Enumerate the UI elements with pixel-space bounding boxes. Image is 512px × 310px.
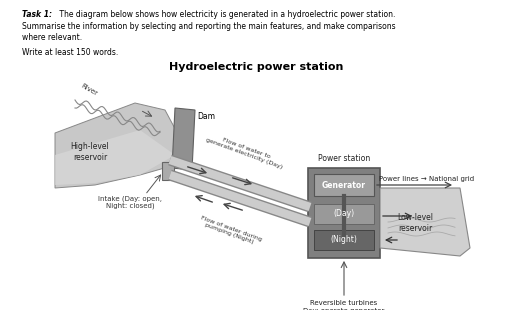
Text: (Night): (Night) (331, 236, 357, 245)
Ellipse shape (323, 233, 341, 247)
Text: High-level
reservoir: High-level reservoir (71, 142, 110, 162)
Text: Task 1:: Task 1: (22, 10, 52, 19)
Text: where relevant.: where relevant. (22, 33, 82, 42)
Polygon shape (55, 103, 180, 188)
Ellipse shape (347, 233, 365, 247)
Text: (Day): (Day) (333, 210, 355, 219)
Text: Power station: Power station (318, 154, 370, 163)
FancyBboxPatch shape (314, 174, 374, 196)
Text: Low-level
reservoir: Low-level reservoir (397, 213, 433, 233)
Text: Summarise the information by selecting and reporting the main features, and make: Summarise the information by selecting a… (22, 22, 396, 31)
Text: River: River (80, 83, 99, 97)
Text: Dam: Dam (197, 112, 215, 121)
FancyBboxPatch shape (308, 168, 380, 258)
Polygon shape (172, 108, 195, 170)
Polygon shape (55, 130, 175, 185)
Text: The diagram below shows how electricity is generated in a hydroelectric power st: The diagram below shows how electricity … (57, 10, 395, 19)
Text: Write at least 150 words.: Write at least 150 words. (22, 48, 118, 57)
Polygon shape (380, 188, 470, 256)
Text: Generator: Generator (322, 180, 366, 189)
FancyBboxPatch shape (314, 230, 374, 250)
FancyBboxPatch shape (314, 204, 374, 224)
FancyBboxPatch shape (162, 162, 174, 180)
Text: Power lines → National grid: Power lines → National grid (379, 176, 474, 182)
Text: Flow of water during
pumping (Night): Flow of water during pumping (Night) (198, 215, 262, 247)
Text: Flow of water to
generate electricity (Day): Flow of water to generate electricity (D… (205, 132, 285, 170)
Text: Intake (Day: open,
Night: closed): Intake (Day: open, Night: closed) (98, 195, 162, 209)
Text: Hydroelectric power station: Hydroelectric power station (169, 62, 343, 72)
Text: Reversible turbines
Day: operate generator
Night: pump water into
high-level res: Reversible turbines Day: operate generat… (303, 300, 385, 310)
